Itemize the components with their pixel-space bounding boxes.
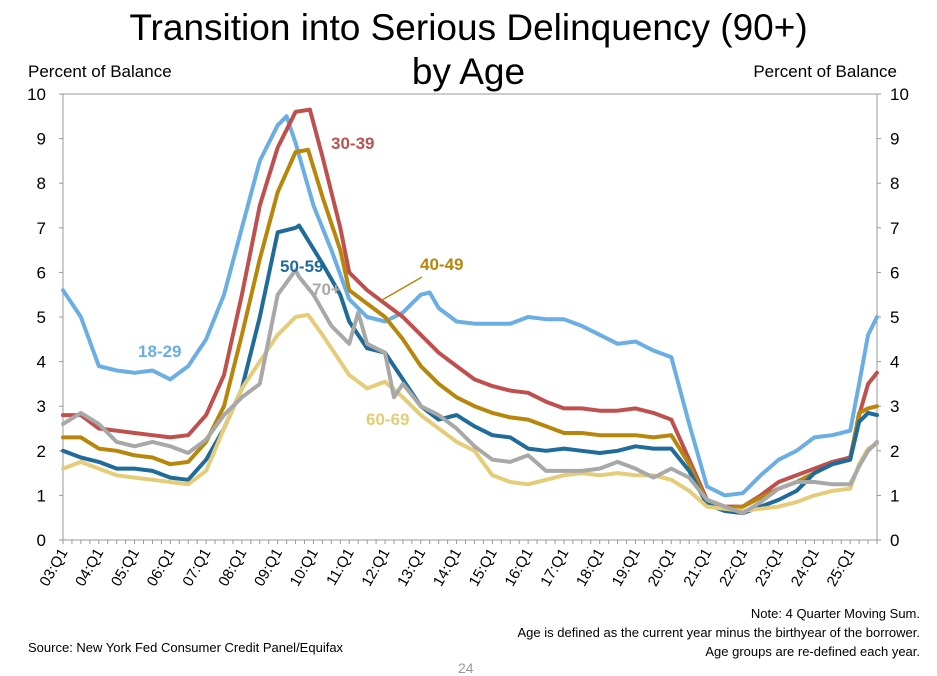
series-line-70plus xyxy=(61,268,879,516)
x-tick-label: 24:Q1 xyxy=(788,546,823,590)
y-tick-label-right: 2 xyxy=(890,442,899,461)
y-tick-label-right: 5 xyxy=(890,308,899,327)
series-line-50-59 xyxy=(61,223,879,516)
x-tick-label: 04:Q1 xyxy=(72,546,107,590)
x-tick-label: 09:Q1 xyxy=(251,546,286,590)
x-tick-label: 13:Q1 xyxy=(394,546,429,590)
x-tick-label: 10:Q1 xyxy=(287,546,322,590)
y-tick-label-right: 1 xyxy=(890,486,899,505)
y-axis-label-left: Percent of Balance xyxy=(28,62,172,81)
y-tick-label-right: 6 xyxy=(890,263,899,282)
note-line3: Age groups are re-defined each year. xyxy=(705,644,920,659)
series-label-30-39: 30-39 xyxy=(331,134,374,153)
series-label-50-59: 50-59 xyxy=(280,257,323,276)
x-tick-label: 15:Q1 xyxy=(466,546,501,590)
note-line1: Note: 4 Quarter Moving Sum. xyxy=(750,606,920,621)
series-line-40-49 xyxy=(61,147,879,511)
series-label-70plus: 70+ xyxy=(312,280,341,299)
x-tick-label: 22:Q1 xyxy=(716,546,751,590)
y-tick-label-right: 7 xyxy=(890,219,899,238)
x-tick-label: 23:Q1 xyxy=(752,546,787,590)
chart-title-line1: Transition into Serious Delinquency (90+… xyxy=(129,7,808,48)
x-tick-label: 06:Q1 xyxy=(144,546,179,590)
x-tick-label: 16:Q1 xyxy=(501,546,536,590)
y-tick-label-left: 4 xyxy=(37,353,46,372)
series-label-18-29: 18-29 xyxy=(138,342,181,361)
page-number: 24 xyxy=(458,660,474,676)
series-line-18-29 xyxy=(61,114,879,498)
y-tick-label-left: 5 xyxy=(37,308,46,327)
x-tick-label: 14:Q1 xyxy=(430,546,465,590)
plot-frame xyxy=(62,93,878,541)
note-line2: Age is defined as the current year minus… xyxy=(517,625,921,640)
y-tick-label-left: 2 xyxy=(37,442,46,461)
chart-title-line2: by Age xyxy=(411,51,526,92)
y-tick-label-left: 8 xyxy=(37,174,46,193)
y-tick-label-right: 10 xyxy=(890,85,909,104)
x-tick-label: 20:Q1 xyxy=(645,546,680,590)
label-leader-40-49 xyxy=(381,276,423,301)
y-tick-label-left: 10 xyxy=(27,85,46,104)
chart-title: Transition into Serious Delinquency (90+… xyxy=(0,6,937,94)
x-tick-label: 05:Q1 xyxy=(108,546,143,590)
x-tick-label: 07:Q1 xyxy=(179,546,214,590)
y-tick-label-right: 0 xyxy=(890,531,899,550)
x-tick-label: 03:Q1 xyxy=(36,546,71,590)
chart-note: Note: 4 Quarter Moving Sum. Age is defin… xyxy=(518,604,921,661)
x-tick-label: 19:Q1 xyxy=(609,546,644,590)
x-tick-label: 11:Q1 xyxy=(323,546,358,589)
x-tick-label: 12:Q1 xyxy=(358,546,393,590)
x-tick-label: 17:Q1 xyxy=(537,546,572,590)
y-axis-label-right: Percent of Balance xyxy=(753,62,897,81)
y-tick-label-left: 0 xyxy=(37,531,46,550)
x-tick-label: 08:Q1 xyxy=(215,546,250,590)
y-tick-label-right: 3 xyxy=(890,397,899,416)
y-tick-label-left: 7 xyxy=(37,219,46,238)
series-line-60-69 xyxy=(61,312,879,513)
y-tick-label-right: 4 xyxy=(890,353,899,372)
x-tick-label: 21:Q1 xyxy=(680,546,715,590)
series-label-60-69: 60-69 xyxy=(366,410,409,429)
series-label-40-49: 40-49 xyxy=(420,255,463,274)
y-tick-label-right: 9 xyxy=(890,130,899,149)
y-tick-label-right: 8 xyxy=(890,174,899,193)
x-tick-label: 25:Q1 xyxy=(823,546,858,590)
y-tick-label-left: 1 xyxy=(37,486,46,505)
x-tick-label: 18:Q1 xyxy=(573,546,608,590)
source-note: Source: New York Fed Consumer Credit Pan… xyxy=(28,640,344,655)
y-tick-label-left: 6 xyxy=(37,263,46,282)
y-tick-label-left: 9 xyxy=(37,130,46,149)
y-tick-label-left: 3 xyxy=(37,397,46,416)
